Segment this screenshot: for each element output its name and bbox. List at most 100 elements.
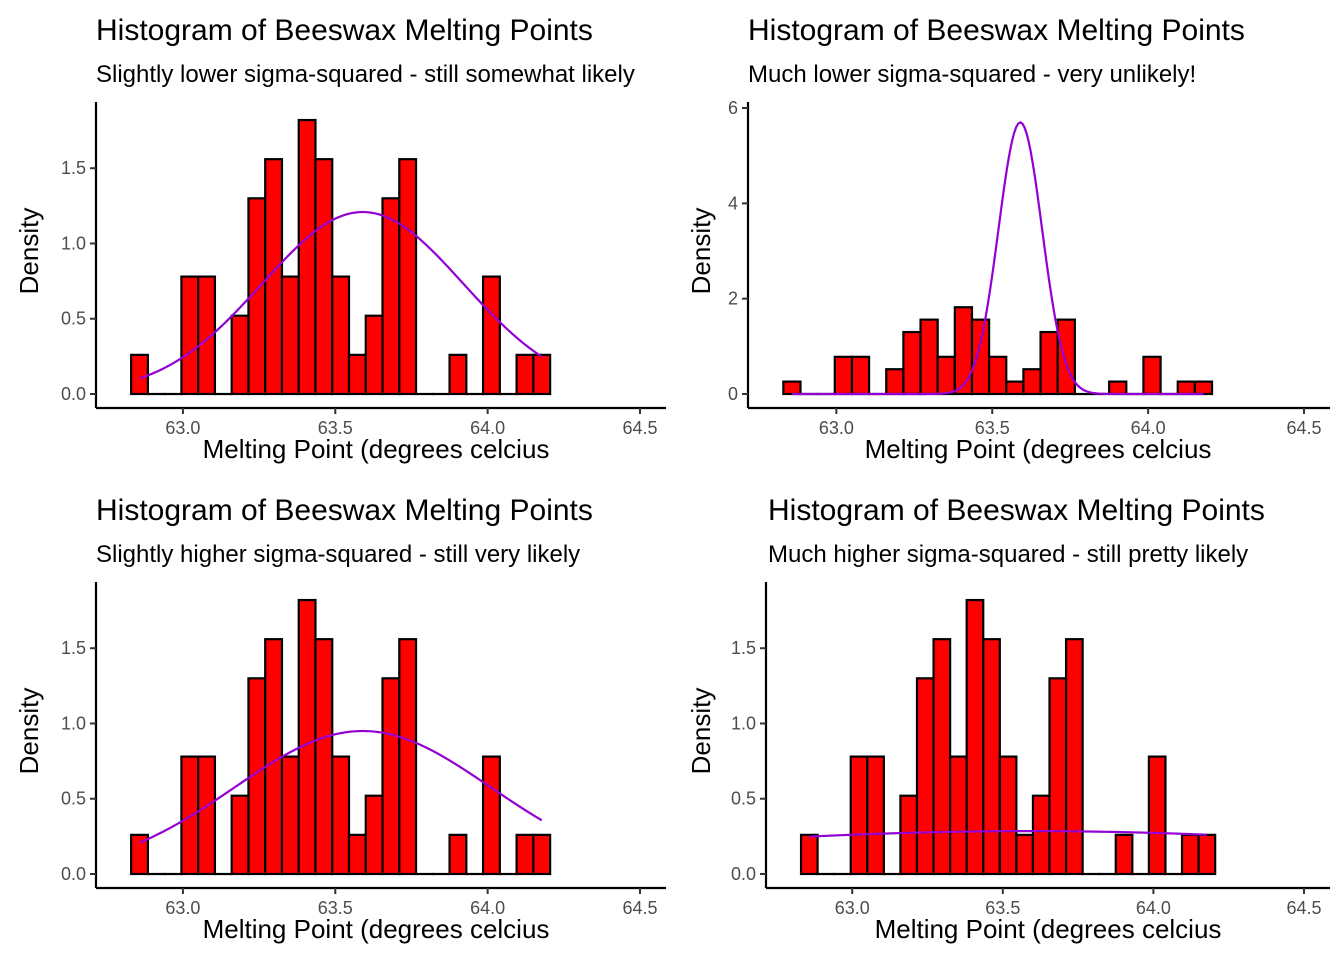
y-tick-label: 0	[728, 384, 738, 404]
histogram-bar	[180, 275, 200, 396]
density-curve	[809, 830, 1207, 838]
histogram-bar	[280, 275, 300, 396]
histogram-bar	[833, 355, 854, 396]
histogram-bar	[782, 380, 802, 396]
chart-subtitle: Much higher sigma-squared - still pretty…	[768, 541, 1248, 568]
histogram-bar	[919, 318, 939, 396]
y-tick-label: 1.5	[61, 158, 86, 178]
y-tick-label: 6	[728, 98, 738, 118]
histogram-bar	[1022, 368, 1042, 396]
y-axis-label: Density	[14, 688, 44, 775]
histogram-bar	[197, 755, 217, 876]
y-axis-label: Density	[686, 208, 716, 295]
histogram-bar	[799, 833, 819, 876]
histogram-bar	[1197, 833, 1217, 876]
y-tick-label: 1.5	[731, 638, 756, 658]
x-axis-label: Melting Point (degrees celcius	[203, 434, 550, 464]
histogram-bar	[481, 275, 501, 396]
x-tick-label: 63.5	[985, 898, 1020, 918]
histogram-bar	[965, 598, 985, 876]
histogram-chart: Histogram of Beeswax Melting Points Much…	[686, 494, 1330, 944]
histogram-bar	[899, 794, 919, 876]
y-tick-label: 2	[728, 289, 738, 309]
histogram-bar	[866, 755, 885, 876]
histogram-bar	[130, 833, 149, 876]
histogram-bar	[314, 158, 334, 396]
histogram-bar	[130, 353, 149, 396]
histogram-bar	[331, 755, 351, 876]
histogram-panel-much-lower: Histogram of Beeswax Melting Points Much…	[672, 0, 1344, 480]
chart-title: Histogram of Beeswax Melting Points	[768, 494, 1265, 527]
histogram-bar	[970, 318, 991, 396]
density-curve	[791, 121, 1204, 396]
histogram-chart: Histogram of Beeswax Melting Points Slig…	[14, 14, 666, 464]
histogram-chart: Histogram of Beeswax Melting Points Much…	[686, 14, 1330, 464]
histogram-bar	[381, 677, 401, 876]
histogram-bar	[1056, 318, 1076, 396]
histogram-bar	[1108, 380, 1128, 396]
y-tick-label: 1.0	[61, 233, 86, 253]
y-tick-label: 0.0	[731, 864, 756, 884]
y-tick-label: 1.0	[731, 713, 756, 733]
histogram-bar	[1193, 380, 1214, 396]
histogram-bar	[1176, 380, 1196, 396]
histogram-bar	[381, 197, 401, 396]
x-tick-label: 64.0	[1131, 418, 1166, 438]
histogram-panel-slightly-lower: Histogram of Beeswax Melting Points Slig…	[0, 0, 672, 480]
histogram-bar	[949, 755, 968, 876]
histogram-bar	[230, 314, 250, 396]
x-tick-label: 64.5	[622, 898, 657, 918]
chart-subtitle: Slightly lower sigma-squared - still som…	[96, 61, 635, 88]
y-tick-label: 0.5	[731, 789, 756, 809]
histogram-bar	[982, 638, 1001, 876]
y-tick-label: 0.0	[61, 864, 86, 884]
chart-subtitle: Much lower sigma-squared - very unlikely…	[748, 61, 1196, 88]
chart-subtitle: Slightly higher sigma-squared - still ve…	[96, 541, 580, 568]
histogram-bar	[1015, 833, 1035, 876]
x-tick-label: 64.5	[1286, 898, 1321, 918]
histogram-bar	[331, 275, 351, 396]
histogram-bar	[532, 353, 552, 396]
histogram-bar	[347, 353, 367, 396]
histogram-bar	[1039, 330, 1059, 396]
histogram-bar	[532, 833, 552, 876]
histogram-bar	[1147, 755, 1167, 876]
histogram-bar	[197, 275, 217, 396]
histogram-bar	[902, 330, 922, 396]
y-axis-label: Density	[686, 688, 716, 775]
density-curve	[139, 729, 543, 844]
chart-title: Histogram of Beeswax Melting Points	[748, 14, 1245, 47]
histogram-bar	[398, 638, 418, 876]
histogram-bar	[988, 355, 1008, 396]
histogram-bar	[1142, 355, 1162, 396]
x-tick-label: 63.0	[165, 418, 200, 438]
histogram-chart: Histogram of Beeswax Melting Points Slig…	[14, 494, 666, 944]
y-tick-label: 1.5	[61, 638, 86, 658]
histogram-bar	[515, 353, 535, 396]
histogram-bar	[180, 755, 200, 876]
x-tick-label: 63.5	[318, 418, 353, 438]
y-tick-label: 0.0	[61, 384, 86, 404]
histogram-bar	[850, 355, 871, 396]
histogram-bar	[448, 833, 468, 876]
histogram-bar	[314, 638, 334, 876]
histogram-bar	[1114, 833, 1134, 876]
histogram-bar	[347, 833, 367, 876]
histogram-bar	[448, 353, 468, 396]
histogram-bar	[398, 158, 418, 396]
x-tick-label: 63.5	[318, 898, 353, 918]
y-tick-label: 1.0	[61, 713, 86, 733]
histogram-bar	[915, 677, 935, 876]
histogram-panel-much-higher: Histogram of Beeswax Melting Points Much…	[672, 480, 1344, 960]
x-tick-label: 64.5	[622, 418, 657, 438]
histogram-bar	[481, 755, 501, 876]
x-tick-label: 63.0	[165, 898, 200, 918]
y-tick-label: 4	[728, 193, 738, 213]
x-axis-label: Melting Point (degrees celcius	[865, 434, 1212, 464]
density-curve	[139, 210, 543, 380]
y-tick-label: 0.5	[61, 789, 86, 809]
x-tick-label: 63.0	[835, 898, 870, 918]
x-axis-label: Melting Point (degrees celcius	[203, 914, 550, 944]
histogram-bar	[932, 638, 952, 876]
histogram-bar	[364, 314, 384, 396]
